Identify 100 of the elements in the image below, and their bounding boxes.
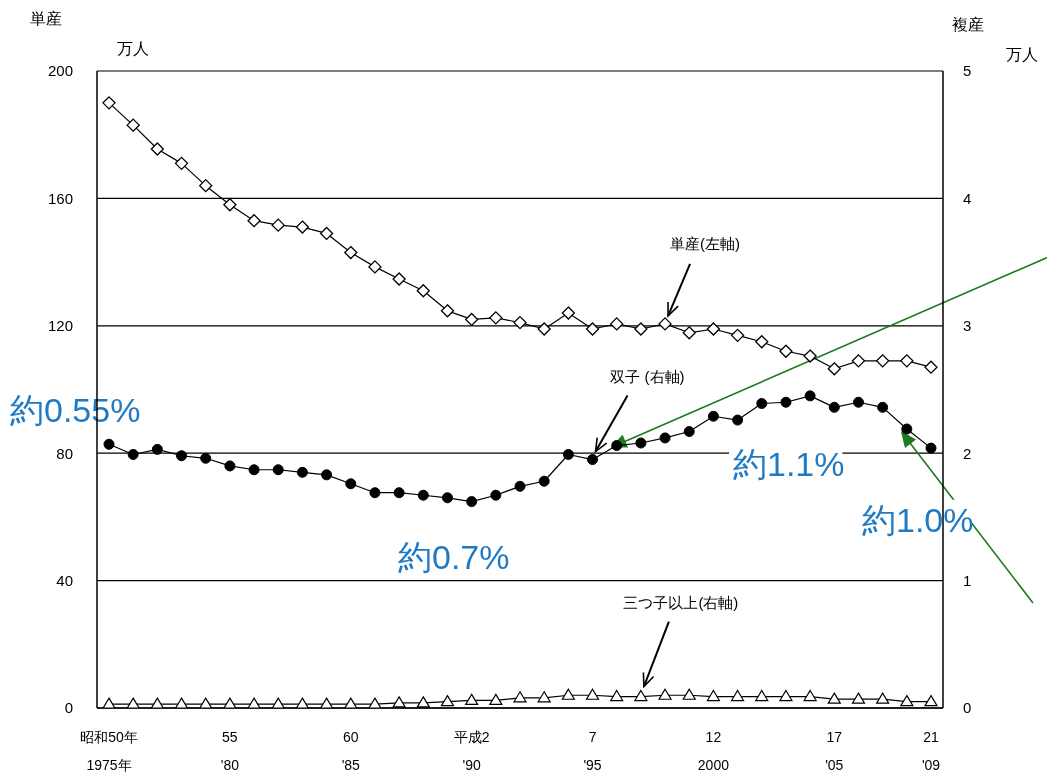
point [224,460,236,472]
point [151,443,163,455]
y2-tick-label: 3 [963,317,972,335]
point [924,695,938,707]
y-tick-label: 80 [56,444,73,462]
point [804,390,816,402]
point [585,688,600,700]
point [440,304,455,318]
point [924,360,938,374]
point [587,454,599,466]
point [803,349,817,363]
point [295,697,310,708]
point [876,692,890,704]
point [199,697,213,708]
y2-tick-label: 5 [963,62,972,80]
point [272,464,284,476]
x-tick-label: 平成2 '90 [453,729,490,773]
point [150,697,164,708]
point [852,396,864,408]
y2-axis-title: 複産 [952,16,984,33]
point [611,440,623,452]
point [732,414,744,426]
point [319,697,334,708]
point [779,344,793,358]
point [465,312,479,327]
point [223,697,237,708]
point [174,156,189,171]
point [199,179,213,193]
point [416,284,430,298]
point [635,437,647,449]
x-tick-label: 昭和50年 1975年 [80,729,138,773]
point [296,466,308,478]
point [490,489,502,501]
point [755,335,769,349]
point [634,689,648,702]
point [610,317,624,331]
point [271,697,285,708]
point [417,489,429,501]
point [103,438,115,450]
y2-tick-label: 1 [963,571,972,589]
point [803,689,817,702]
y2-tick-label: 2 [963,444,972,462]
point [537,691,551,703]
point [561,306,575,320]
point [537,322,551,336]
point [900,695,914,707]
point [368,260,382,274]
y-tick-label: 120 [47,317,73,335]
point [513,315,527,330]
point [828,401,840,413]
point [126,118,140,132]
point [174,697,189,708]
point [683,426,695,438]
y-tick-label: 0 [64,699,73,717]
y2-tick-label: 0 [963,699,972,717]
x-tick-label: 7 '95 [583,729,602,773]
point [489,693,503,705]
point [489,311,503,325]
point [925,442,937,454]
point [706,322,721,336]
y2-tick-label: 4 [963,189,972,207]
y-tick-label: 200 [47,62,73,80]
text: 万人 [1006,46,1038,63]
point [900,354,914,368]
point [392,272,406,286]
point [851,692,866,704]
annotation: 約1.1% [733,445,845,483]
point [901,423,913,435]
point [780,396,792,408]
point [755,689,769,702]
point [368,697,382,708]
point [562,448,574,460]
point [658,688,672,700]
y-tick-label: 40 [56,571,73,589]
point [126,697,140,708]
text: 双子 (右軸) [610,367,685,385]
point [319,226,334,241]
point [321,469,333,481]
point [248,464,260,476]
point [465,693,479,705]
point [827,362,841,376]
point [610,689,624,702]
text: 三つ子以上(右軸) [623,593,739,611]
point [440,695,455,707]
point [344,245,358,260]
point [150,142,164,156]
text: 単産(左軸) [670,234,741,252]
point [102,96,116,110]
point [345,478,357,490]
point [513,691,527,703]
point [271,218,285,232]
point [756,398,768,410]
point [176,450,188,462]
x-tick-label: 55 '80 [220,729,240,773]
x-tick-label: 21 '09 [921,729,941,773]
point [730,328,745,343]
point [247,697,261,708]
text: 万人 [117,40,149,57]
point [102,697,116,708]
x-tick-label: 60 '85 [341,729,361,773]
